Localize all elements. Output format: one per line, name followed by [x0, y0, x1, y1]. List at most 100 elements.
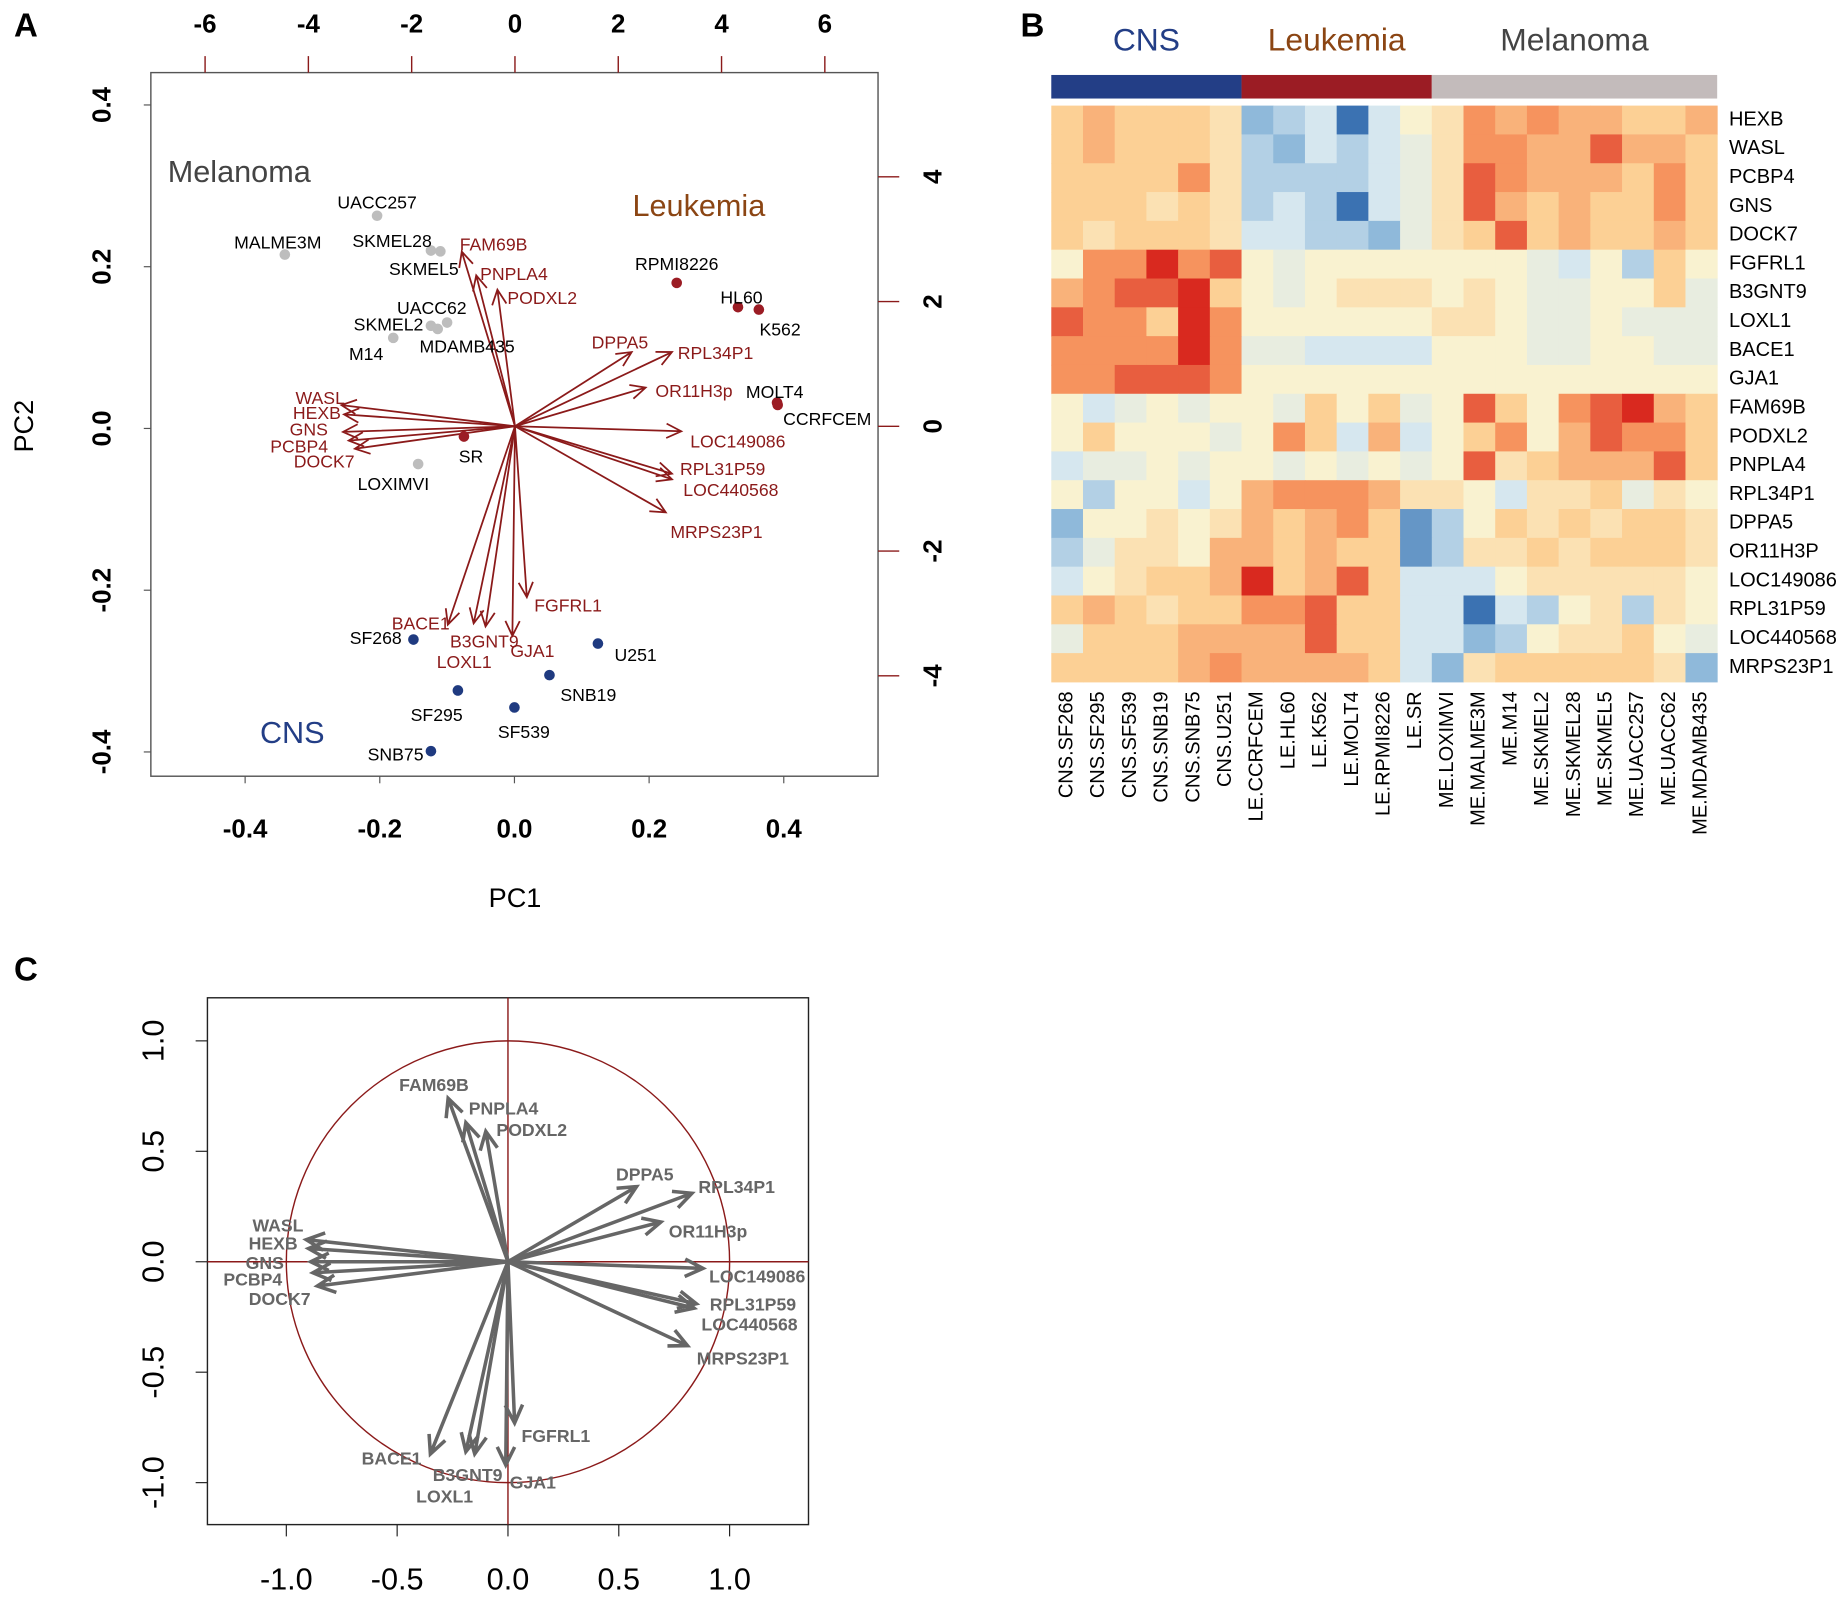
heatmap-cell [1146, 624, 1179, 654]
heatmap-cell [1114, 364, 1147, 395]
heatmap-cell [1146, 537, 1179, 568]
arrow-label: LOC440568 [683, 480, 778, 500]
heatmap-cell [1051, 163, 1084, 193]
heatmap-cell [1178, 278, 1211, 308]
sample-point [425, 745, 437, 757]
loading-arrow [514, 425, 668, 514]
heatmap-cell [1463, 422, 1496, 452]
heatmap-cell [1273, 220, 1306, 251]
heatmap-cell [1431, 105, 1464, 135]
y-tick-label: 0.0 [89, 410, 117, 446]
heatmap-cell [1685, 537, 1718, 568]
heatmap-cell [1051, 537, 1084, 568]
heatmap-cell [1558, 192, 1591, 222]
sample-point [671, 277, 683, 289]
heatmap-cell [1114, 566, 1147, 596]
arrow-label: PODXL2 [496, 1120, 567, 1140]
heatmap-cell [1114, 105, 1147, 135]
y2-tick-label: -2 [919, 540, 947, 563]
heatmap-cell [1400, 422, 1433, 452]
heatmap-cell [1526, 364, 1560, 395]
heatmap-cell [1273, 595, 1306, 625]
column-label: CNS.SF539 [1119, 691, 1141, 798]
heatmap-cell [1463, 192, 1496, 222]
row-label: RPL31P59 [1729, 598, 1826, 620]
x-axis-label: PC1 [489, 882, 542, 913]
sample-point [435, 246, 446, 257]
x2-tick-label: -6 [194, 10, 217, 38]
loading-arrow [507, 1257, 708, 1279]
heatmap-cell [1209, 480, 1243, 510]
heatmap-cell [1336, 537, 1369, 568]
heatmap-cell [1336, 451, 1369, 481]
heatmap-cell [1558, 624, 1591, 654]
heatmap-cell [1622, 422, 1655, 452]
heatmap-cell [1431, 566, 1464, 596]
sample-point [425, 245, 437, 256]
arrow-label: LOC440568 [701, 1314, 797, 1334]
heatmap-cell [1400, 624, 1433, 654]
heatmap-cell [1685, 624, 1718, 654]
sample-label: HL60 [720, 288, 762, 308]
heatmap-cell [1336, 249, 1369, 279]
heatmap-cell [1241, 624, 1274, 654]
heatmap-cell [1526, 451, 1560, 481]
heatmap-cell [1304, 509, 1338, 539]
heatmap-cell [1495, 566, 1528, 596]
heatmap-cell [1114, 336, 1147, 366]
heatmap-cell [1495, 451, 1528, 481]
heatmap-cell [1368, 105, 1401, 135]
column-label: CNS.SNB75 [1182, 691, 1204, 802]
heatmap-cell [1368, 595, 1401, 625]
arrow-label: RPL31P59 [680, 459, 765, 479]
heatmap-cell [1241, 653, 1274, 683]
heatmap-cell [1653, 653, 1686, 683]
heatmap-cell [1590, 336, 1623, 366]
heatmap-cell [1051, 509, 1084, 539]
heatmap-cell [1653, 480, 1686, 510]
heatmap-cell [1114, 624, 1147, 654]
row-label: RPL34P1 [1729, 483, 1815, 505]
row-label: DPPA5 [1729, 512, 1793, 534]
y-axis-label: PC2 [8, 400, 39, 453]
heatmap-cell [1209, 192, 1243, 222]
heatmap-cell [1178, 624, 1211, 654]
heatmap-cell [1051, 134, 1084, 164]
heatmap-cell [1400, 364, 1433, 395]
x-tick-label: 0.5 [597, 1562, 640, 1596]
heatmap-cell [1178, 163, 1211, 193]
sample-point [753, 304, 765, 315]
heatmap-cell [1368, 509, 1401, 539]
heatmap-cell [1178, 220, 1211, 251]
group-label: CNS [1113, 21, 1180, 57]
heatmap-cell [1495, 307, 1528, 337]
heatmap-cell [1685, 105, 1718, 135]
heatmap-cell [1051, 192, 1084, 222]
heatmap-cell [1114, 509, 1147, 539]
heatmap-cell [1241, 537, 1274, 568]
heatmap-cell [1082, 163, 1116, 193]
loading-arrow [503, 1261, 525, 1428]
heatmap-cell [1653, 451, 1686, 481]
heatmap-cell [1304, 192, 1338, 222]
heatmap-cell [1590, 192, 1623, 222]
row-label: PNPLA4 [1729, 454, 1806, 476]
panel-letter: C [14, 951, 38, 988]
heatmap-cell [1273, 336, 1306, 366]
y2-tick-label: 0 [919, 419, 947, 433]
heatmap-cell [1209, 307, 1243, 337]
y-tick-label: -0.5 [137, 1346, 171, 1399]
heatmap-cell [1368, 134, 1401, 164]
heatmap-cell [1273, 163, 1306, 193]
group-annotation: CNS [260, 716, 325, 750]
heatmap-cell [1178, 336, 1211, 366]
sample-point [509, 702, 520, 713]
y2-tick-label: 2 [919, 294, 947, 308]
heatmap-cell [1368, 278, 1401, 308]
column-label: LE.K562 [1309, 691, 1331, 768]
heatmap-cell [1431, 509, 1464, 539]
heatmap-cell [1558, 566, 1591, 596]
panel-letter: A [14, 7, 38, 44]
arrow-label: B3GNT9 [433, 1465, 503, 1485]
heatmap-cell [1400, 509, 1433, 539]
